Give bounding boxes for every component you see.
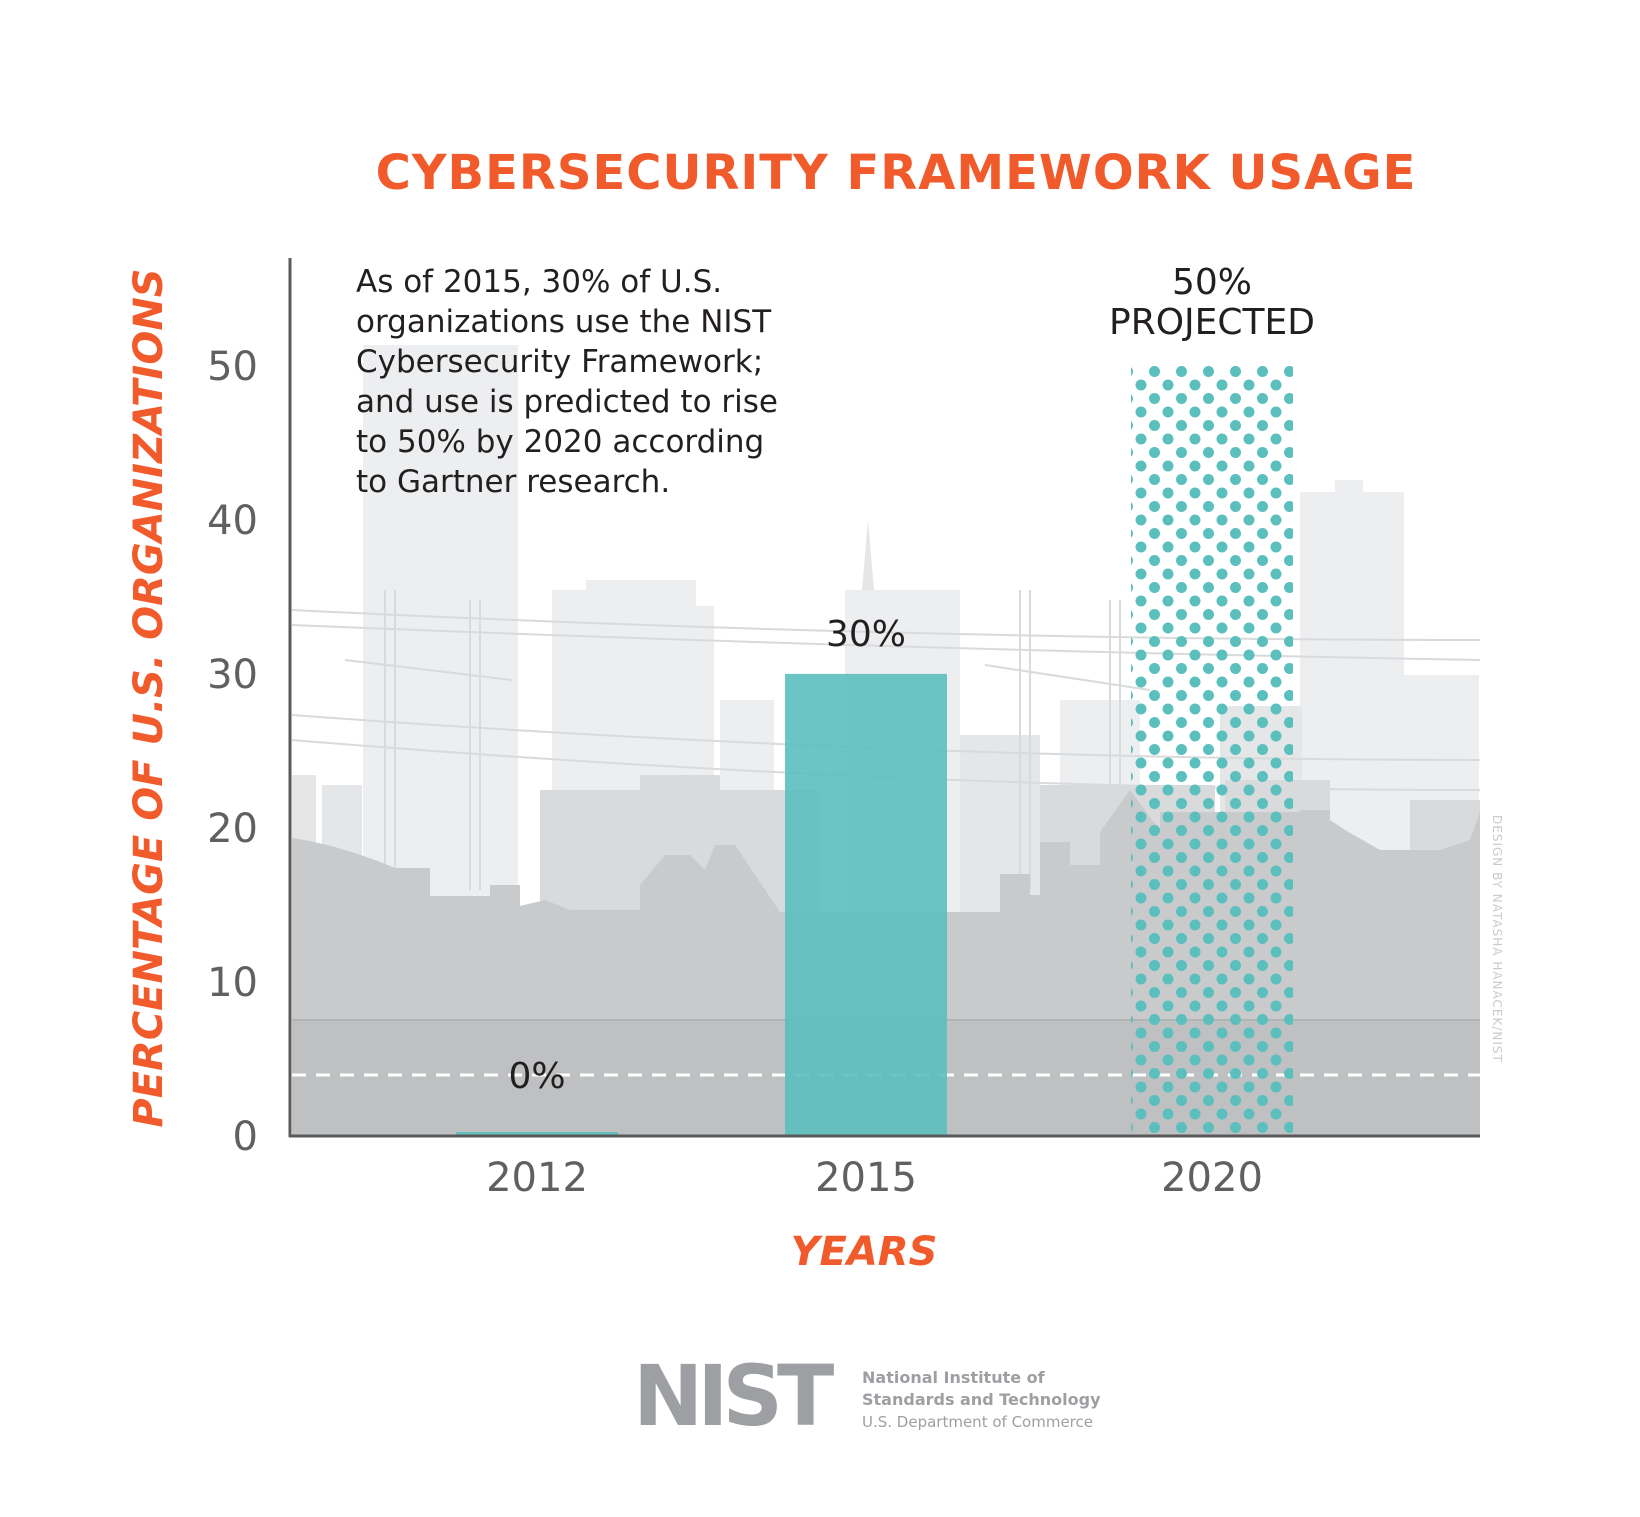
x-tick-label: 2020 [1161, 1155, 1263, 1201]
x-tick-label: 2015 [815, 1155, 917, 1201]
y-tick-label: 10 [207, 960, 258, 1006]
annotation-line: to 50% by 2020 according [356, 424, 764, 460]
projected-label: PROJECTED [1109, 302, 1315, 343]
nist-logo-mark: NIST [633, 1347, 834, 1445]
data-label-2020: 50% [1172, 262, 1252, 303]
annotation-line: Cybersecurity Framework; [356, 344, 763, 380]
annotation-line: organizations use the NIST [356, 304, 772, 340]
annotation: As of 2015, 30% of U.S. organizations us… [356, 264, 778, 500]
y-tick-label: 0 [233, 1114, 258, 1160]
x-tick-labels: 2012 2015 2020 [486, 1155, 1263, 1201]
bar-2012 [456, 1132, 618, 1136]
x-axis-label: YEARS [791, 1229, 938, 1275]
y-tick-label: 40 [207, 498, 258, 544]
department-name: U.S. Department of Commerce [862, 1413, 1093, 1431]
data-label-2012: 0% [508, 1056, 565, 1097]
annotation-line: to Gartner research. [356, 464, 670, 500]
x-tick-label: 2012 [486, 1155, 588, 1201]
annotation-line: and use is predicted to rise [356, 384, 778, 420]
y-tick-label: 50 [207, 344, 258, 390]
org-name-line1: National Institute of [862, 1368, 1046, 1387]
y-tick-labels: 0 10 20 30 40 50 [207, 344, 258, 1160]
data-label-2015: 30% [826, 614, 906, 655]
chart-title: CYBERSECURITY FRAMEWORK USAGE [376, 145, 1417, 201]
bar-2015 [785, 673, 947, 1136]
designer-credit: DESIGN BY NATASHA HANACEK/NIST [1490, 815, 1504, 1063]
annotation-line: As of 2015, 30% of U.S. [356, 264, 722, 300]
y-axis-label: PERCENTAGE OF U.S. ORGANIZATIONS [126, 268, 172, 1127]
y-tick-label: 20 [207, 806, 258, 852]
bars [456, 365, 1293, 1136]
y-tick-label: 30 [207, 652, 258, 698]
data-labels: 0% 30% 50%PROJECTED [508, 262, 1315, 1097]
nist-logo: NIST National Institute of Standards and… [633, 1347, 1101, 1445]
bar-2020 [1131, 365, 1293, 1136]
org-name-line2: Standards and Technology [862, 1390, 1101, 1409]
